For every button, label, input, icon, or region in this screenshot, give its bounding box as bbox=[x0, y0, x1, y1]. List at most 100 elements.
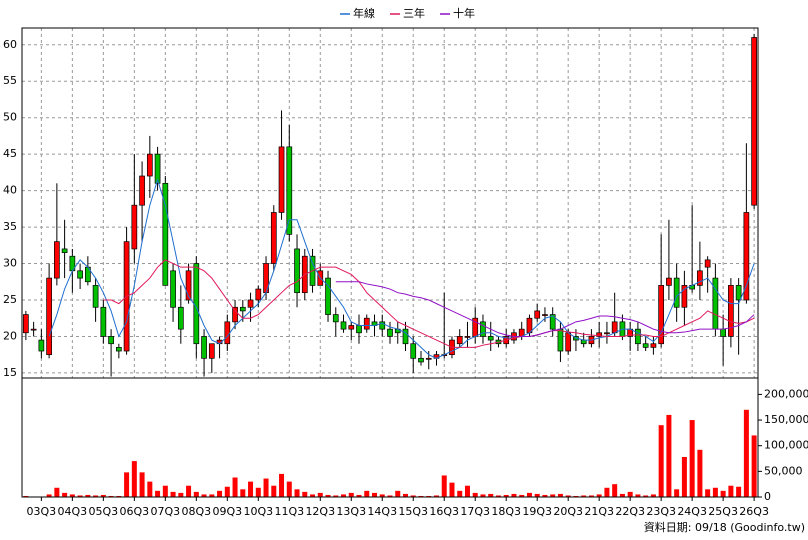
candle-body bbox=[340, 321, 347, 330]
candle-body bbox=[549, 314, 556, 330]
volume-bar bbox=[557, 493, 563, 497]
volume-bar bbox=[395, 490, 401, 497]
candle-body bbox=[425, 357, 432, 360]
volume-bar bbox=[418, 495, 424, 497]
x-tick-label: 09Q3 bbox=[212, 505, 242, 518]
x-tick-label: 05Q3 bbox=[89, 505, 119, 518]
volume-bar bbox=[348, 492, 354, 497]
volume-bar bbox=[681, 456, 687, 497]
candle-body bbox=[92, 285, 99, 308]
candle-body bbox=[534, 310, 541, 319]
candle-body bbox=[356, 325, 362, 334]
ma-line bbox=[48, 177, 755, 359]
y-tick-label: 35 bbox=[3, 220, 17, 233]
candle-body bbox=[363, 317, 370, 330]
y2-tick-label: 0 bbox=[764, 490, 771, 503]
candle-body bbox=[402, 328, 409, 345]
volume-bar bbox=[333, 495, 339, 497]
candle-body bbox=[38, 339, 45, 352]
candle-body bbox=[177, 306, 184, 330]
volume-bar bbox=[402, 493, 408, 497]
legend-label: 三年 bbox=[403, 6, 425, 20]
candle-body bbox=[131, 204, 138, 250]
volume-bar bbox=[387, 495, 393, 497]
candle-body bbox=[61, 248, 68, 253]
volume-bar bbox=[310, 494, 316, 497]
volume-bar bbox=[54, 487, 60, 497]
volume-bar bbox=[302, 491, 308, 497]
volume-bar bbox=[139, 472, 145, 497]
volume-bar bbox=[124, 472, 130, 497]
volume-bar bbox=[410, 495, 416, 497]
volume-bar bbox=[604, 487, 610, 497]
y-tick-label: 50 bbox=[3, 111, 17, 124]
volume-bar bbox=[131, 461, 137, 497]
volume-bar bbox=[240, 489, 246, 497]
volume-bar bbox=[279, 473, 285, 497]
y-tick-label: 45 bbox=[3, 147, 17, 160]
x-tick-label: 19Q3 bbox=[522, 505, 552, 518]
volume-bar bbox=[464, 485, 470, 497]
volume-bar bbox=[100, 494, 106, 497]
y2-tick-label: 200,000 bbox=[764, 387, 808, 400]
x-tick-label: 08Q3 bbox=[181, 505, 211, 518]
volume-bar bbox=[356, 494, 362, 497]
candle-body bbox=[100, 306, 107, 337]
volume-bar bbox=[650, 494, 656, 497]
candle-body bbox=[379, 321, 386, 330]
candle-body bbox=[751, 37, 757, 206]
volume-bar bbox=[526, 492, 532, 497]
y-tick-label: 15 bbox=[3, 366, 17, 379]
volume-bar bbox=[720, 490, 726, 497]
candle-body bbox=[704, 259, 711, 268]
candle-body bbox=[635, 328, 641, 345]
x-tick-label: 15Q3 bbox=[398, 505, 428, 518]
candle-body bbox=[286, 146, 293, 235]
candle-body bbox=[162, 182, 169, 286]
volume-bar bbox=[147, 481, 153, 497]
x-tick-label: 04Q3 bbox=[58, 505, 88, 518]
candle-body bbox=[735, 285, 742, 301]
source-note: 資料日期: 09/18 (Goodinfo.tw) bbox=[644, 520, 805, 534]
legend-label: 年線 bbox=[353, 6, 375, 20]
x-tick-label: 06Q3 bbox=[120, 505, 150, 518]
x-tick-label: 16Q3 bbox=[429, 505, 459, 518]
volume-bar bbox=[341, 494, 347, 497]
volume-bar bbox=[689, 420, 695, 497]
volume-bar bbox=[550, 494, 556, 497]
candle-body bbox=[30, 328, 37, 331]
candle-body bbox=[332, 314, 339, 323]
volume-bar bbox=[317, 492, 323, 497]
volume-bar bbox=[488, 493, 494, 497]
candle-body bbox=[480, 321, 486, 337]
candle-body bbox=[108, 336, 114, 345]
volume-bar bbox=[23, 495, 29, 497]
candle-body bbox=[294, 248, 300, 294]
candle-body bbox=[650, 343, 657, 348]
x-tick-label: 23Q3 bbox=[646, 505, 676, 518]
volume-bar bbox=[209, 494, 215, 497]
candle-body bbox=[464, 336, 471, 338]
volume-bar bbox=[433, 495, 439, 497]
volume-bar bbox=[511, 493, 517, 497]
volume-bar bbox=[93, 495, 99, 497]
candle-body bbox=[666, 277, 672, 286]
volume-bar bbox=[666, 414, 672, 497]
volume-bar bbox=[581, 495, 587, 497]
volume-bar bbox=[217, 490, 223, 497]
x-tick-label: 14Q3 bbox=[367, 505, 397, 518]
candle-body bbox=[232, 306, 238, 323]
candle-body bbox=[170, 270, 176, 308]
candle-body bbox=[658, 285, 665, 345]
candle-body bbox=[247, 299, 254, 308]
volume-bar bbox=[325, 494, 331, 497]
candle-body bbox=[418, 357, 424, 363]
volume-bar bbox=[643, 495, 649, 497]
volume-bar bbox=[573, 495, 579, 497]
candle-body bbox=[642, 343, 649, 348]
candle-body bbox=[154, 153, 161, 184]
candle-body bbox=[697, 270, 703, 286]
volume-bar bbox=[170, 491, 176, 497]
volume-bar bbox=[193, 491, 199, 497]
